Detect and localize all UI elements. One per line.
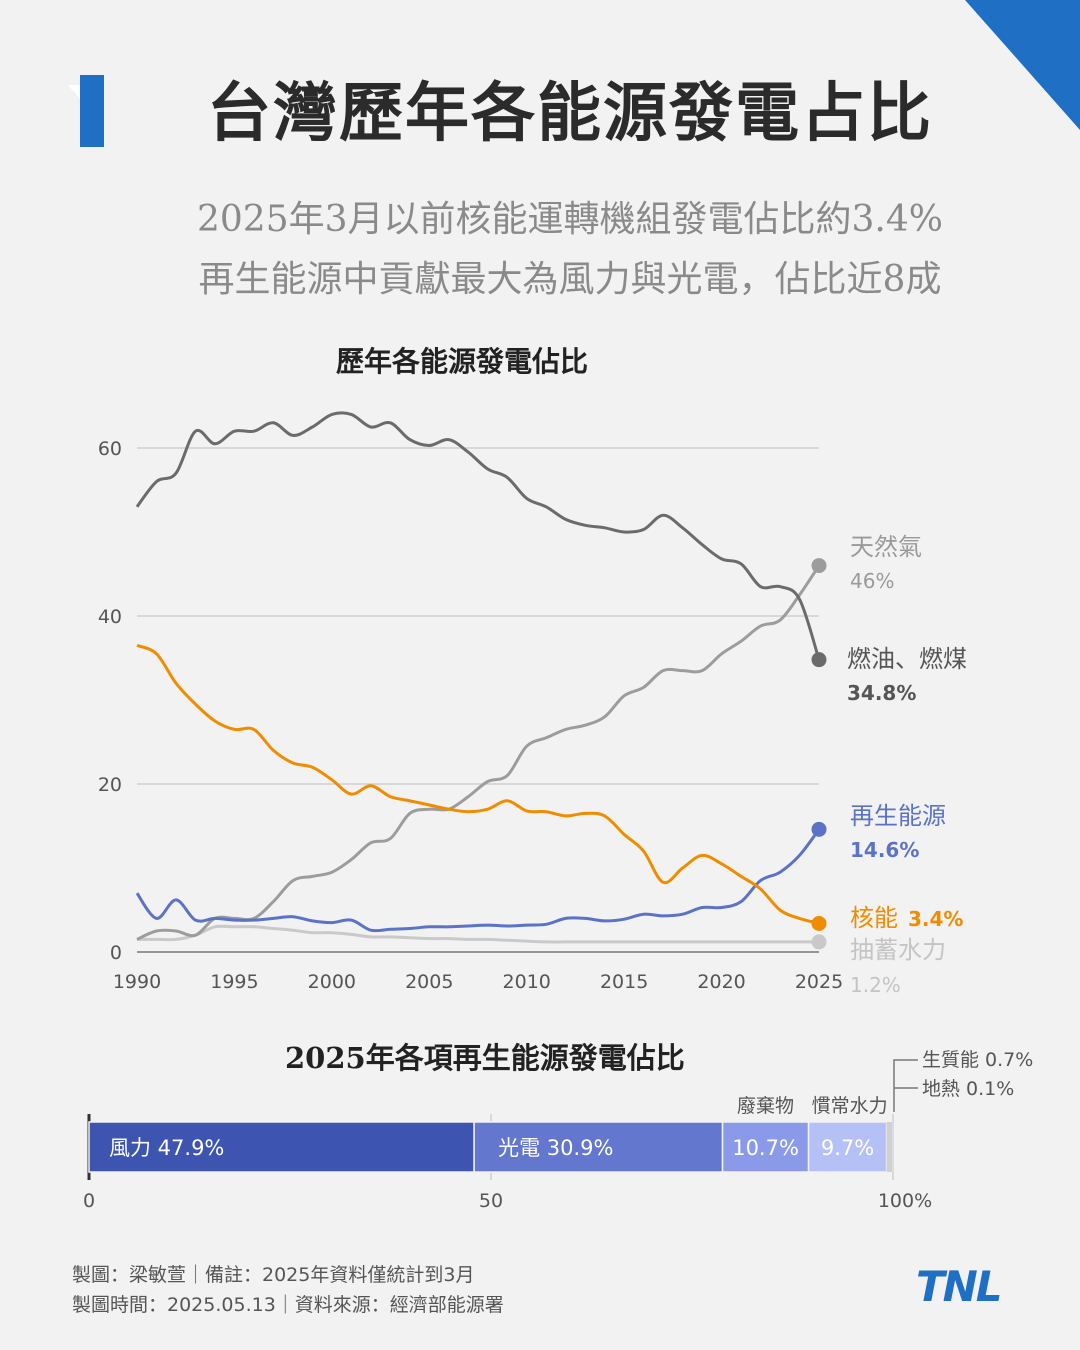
bar-segment	[807, 1121, 888, 1173]
callout-label: 生質能 0.7%	[922, 1049, 1033, 1071]
y-tick-label: 60	[98, 438, 122, 460]
bar-segment-name: 慣常水力	[812, 1095, 888, 1117]
series-end-value: 34.8%	[847, 681, 916, 705]
callout-line	[893, 1059, 918, 1112]
bar-segment-label: 光電 30.9%	[498, 1136, 613, 1160]
bar-segment	[88, 1121, 475, 1173]
bar-chart: 0 50 100% 風力 47.9% 光電 30.9% 10.7% 廢棄物 9.7% 慣常水力 生…	[83, 1049, 1033, 1212]
footer-source: 製圖時間：2025.05.13｜資料來源：經濟部能源署	[72, 1294, 504, 1316]
bar-segment	[721, 1121, 810, 1173]
x-tick-label: 2000	[308, 971, 356, 993]
bar-segment-label: 10.7%	[732, 1136, 799, 1160]
bar-segment	[473, 1121, 724, 1173]
bar-axis-label: 0	[83, 1190, 95, 1212]
series-line	[136, 643, 820, 925]
series-line	[136, 564, 821, 941]
series-label: 抽蓄水力	[850, 936, 946, 964]
series-end-value: 1.2%	[850, 973, 901, 997]
series-line	[135, 411, 821, 661]
x-tick-label: 1995	[210, 971, 258, 993]
corner-decoration	[965, 0, 1080, 130]
series-end-marker	[811, 915, 827, 931]
x-tick-label: 2005	[405, 971, 453, 993]
callout-label: 地熱 0.1%	[922, 1078, 1014, 1100]
page-title: 台灣歷年各能源發電占比	[207, 76, 933, 151]
series-label: 天然氣	[850, 533, 922, 561]
bar-segment	[892, 1122, 894, 1172]
bar-chart-title: 2025年各項再生能源發電佔比	[285, 1041, 685, 1075]
subtitle-line-2: 再生能源中貢獻最大為風力與光電，佔比近8成	[198, 259, 942, 300]
series-end-marker	[811, 558, 827, 574]
y-tick-label: 20	[98, 774, 122, 796]
line-chart-title: 歷年各能源發電佔比	[336, 345, 589, 378]
y-tick-label: 0	[110, 942, 122, 964]
x-tick-label: 1990	[113, 971, 161, 993]
x-tick-label: 2015	[600, 971, 648, 993]
series-label: 燃油、燃煤	[847, 645, 967, 673]
series-end-value: 3.4%	[908, 907, 963, 931]
x-tick-label: 2020	[697, 971, 745, 993]
subtitle-line-1: 2025年3月以前核能運轉機組發電佔比約3.4%	[197, 199, 943, 240]
y-tick-label: 40	[98, 606, 122, 628]
series-end-marker	[811, 934, 827, 950]
x-tick-label: 2025	[795, 971, 843, 993]
series-end-value: 14.6%	[850, 838, 919, 862]
series-line	[136, 924, 819, 944]
bar-segment-label: 9.7%	[821, 1136, 874, 1160]
series-end-value: 46%	[850, 569, 894, 593]
x-tick-label: 2010	[503, 971, 551, 993]
line-chart: 0 20 40 60 1990 1995 2000 2005 2010 2015 2020 2025 天…	[98, 411, 967, 997]
bar-segment-label: 風力 47.9%	[109, 1136, 224, 1160]
bar-axis-label: 100%	[878, 1190, 932, 1212]
bar-segment-name: 廢棄物	[737, 1095, 794, 1117]
bar-axis-label: 50	[479, 1190, 503, 1212]
footer-credit: 製圖：梁敏萱｜備註：2025年資料僅統計到3月	[72, 1264, 475, 1286]
tnl-logo: TNL	[916, 1262, 1003, 1311]
series-line	[135, 828, 821, 933]
series-label: 核能	[850, 904, 898, 932]
series-label: 再生能源	[850, 802, 946, 830]
title-accent-bar	[68, 75, 104, 147]
series-end-marker	[811, 821, 827, 837]
series-end-marker	[811, 652, 827, 668]
bar-segment	[886, 1122, 893, 1172]
